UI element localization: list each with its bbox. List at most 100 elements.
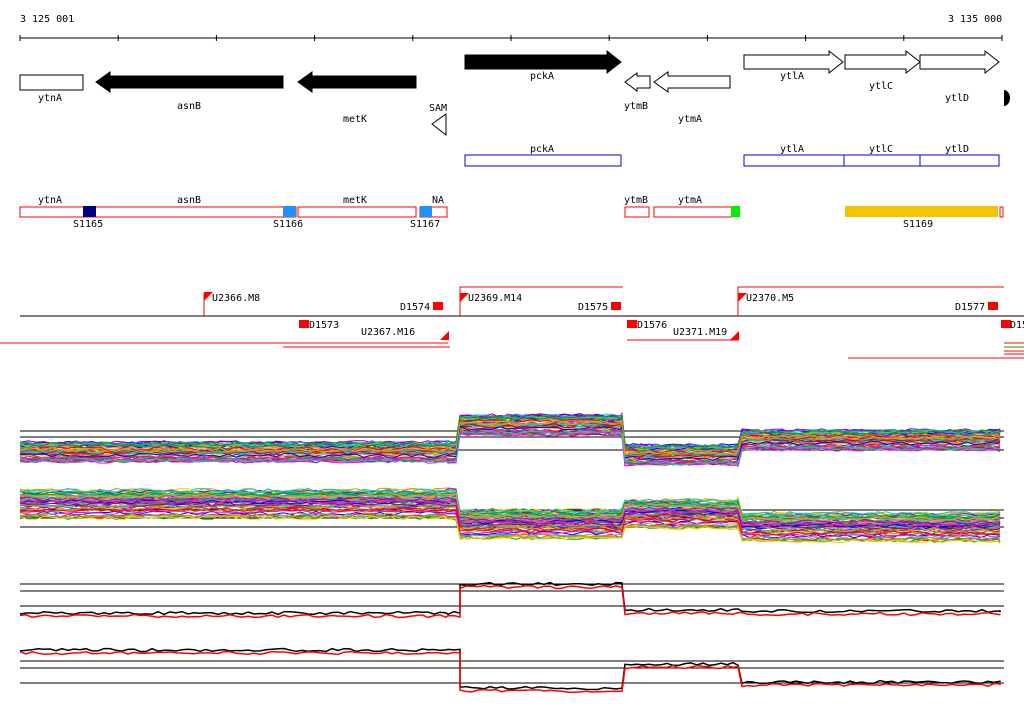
blue-box-pckA[interactable]: [464, 154, 622, 167]
expression-series-line: [19, 509, 1001, 538]
tu-D15-flag[interactable]: [1001, 320, 1011, 328]
expression-series-line: [19, 432, 1001, 467]
tu-label-D1577: D1577: [955, 302, 985, 313]
tu-U2367-flag[interactable]: [440, 331, 449, 340]
blue-box-ytlD-label: ytlD: [945, 144, 969, 155]
marker-S1167[interactable]: [420, 206, 432, 217]
gene-ytlC-label: ytlC: [869, 81, 893, 92]
blue-box-ytlA-label: ytlA: [780, 144, 804, 155]
tu-label-U2367: U2367.M16: [361, 327, 415, 338]
expression-series-line: [19, 493, 1001, 522]
gene-track: ytnA asnB metK SAM pckA ytmB ytmA ytlA y…: [19, 49, 1010, 137]
expression-series-line: [19, 503, 1001, 532]
transcription-track: U2366.M8 D1573 U2367.M16 D1574 U2369.M14…: [0, 286, 1024, 359]
segment-ytmB[interactable]: [624, 206, 650, 218]
segment-end: [999, 206, 1004, 218]
ruler-ticks: [19, 35, 1003, 41]
blue-box-ytlC[interactable]: [843, 154, 921, 167]
gene-pckA-shape[interactable]: [464, 49, 622, 75]
gene-ytnA-shape[interactable]: [19, 74, 84, 91]
expression-series-line: [19, 425, 1001, 462]
marker-S1166[interactable]: [283, 206, 296, 217]
gene-metK-label: metK: [343, 114, 367, 125]
expression-series-line: [19, 496, 1001, 525]
expression-series-line: [19, 584, 1001, 619]
gene-ytlA-shape[interactable]: [743, 49, 844, 75]
expression-series-line: [19, 647, 1001, 691]
expression-series-line: [19, 488, 1001, 516]
segment-label-asnB: asnB: [177, 195, 201, 206]
tu-U2366-flag[interactable]: [204, 292, 213, 301]
gene-ytmB-label: ytmB: [624, 101, 648, 112]
tu-D1575-flag[interactable]: [611, 302, 621, 310]
marker-S1165[interactable]: [83, 206, 96, 217]
expression-series-line: [20, 514, 1001, 543]
expression-panel-3: [19, 581, 1004, 619]
tu-label-U2370: U2370.M5: [746, 293, 794, 304]
ruler-start-label: 3 125 001: [20, 14, 74, 25]
segment-label-ytmA: ytmA: [678, 195, 702, 206]
tu-U2370-line: [737, 286, 1004, 316]
ruler-end-label: 3 135 000: [948, 14, 1002, 25]
tu-label-D1573: D1573: [309, 320, 339, 331]
tu-label-U2369: U2369.M14: [468, 293, 522, 304]
blue-box-ytlA[interactable]: [743, 154, 845, 167]
segment-label-NA: NA: [432, 195, 444, 206]
expression-series-line: [19, 419, 1001, 456]
tu-D1574-flag[interactable]: [433, 302, 443, 310]
segment-ytnA-asnB[interactable]: [19, 206, 297, 218]
expression-series-line: [19, 418, 1001, 454]
expression-series-line: [19, 650, 1001, 694]
segment-ytmA[interactable]: [653, 206, 733, 218]
segment-label-ytnA: ytnA: [38, 195, 62, 206]
tu-U2371-flag[interactable]: [730, 331, 739, 340]
tu-D1576-flag[interactable]: [627, 320, 637, 328]
gene-asnB-shape[interactable]: [95, 71, 284, 93]
expression-series-line: [19, 491, 1001, 520]
expression-series-line: [19, 414, 1001, 449]
gene-pckA-label: pckA: [530, 71, 554, 82]
gene-SAM-label: SAM: [429, 103, 447, 114]
blue-box-ytlD[interactable]: [919, 154, 1000, 167]
tu-D1573-flag[interactable]: [299, 320, 309, 328]
expression-series-line: [19, 507, 1001, 536]
gene-ytmA-shape[interactable]: [653, 71, 731, 93]
expression-series-line: [19, 423, 1001, 458]
expression-series-line: [19, 430, 1001, 466]
blue-box-ytlC-label: ytlC: [869, 144, 893, 155]
segment-label-metK: metK: [343, 195, 367, 206]
expression-series-line: [19, 415, 1001, 449]
tu-U2369-line: [459, 286, 623, 316]
expression-panel-2: [19, 487, 1004, 544]
segment-label-ytmB: ytmB: [624, 195, 648, 206]
gene-ytlD-shape[interactable]: [919, 49, 1000, 75]
blue-box-pckA-label: pckA: [530, 144, 554, 155]
blue-annotation-track: pckA ytlA ytlC ytlD: [464, 144, 1000, 167]
gene-ytlC-shape[interactable]: [844, 49, 921, 75]
expression-series-line: [19, 499, 1001, 528]
gene-ytmA-label: ytmA: [678, 114, 702, 125]
expression-panel-1: [19, 411, 1004, 468]
expression-series-line: [19, 429, 1001, 465]
tu-U2370-flag[interactable]: [738, 293, 747, 302]
tu-label-D1574: D1574: [400, 302, 430, 313]
tu-U2369-flag[interactable]: [460, 293, 469, 302]
segment-metK[interactable]: [297, 206, 417, 218]
tu-label-D1575: D1575: [578, 302, 608, 313]
tu-label-U2366: U2366.M8: [212, 293, 260, 304]
expression-series-line: [19, 514, 1001, 543]
ruler: 3 125 001 3 135 000: [19, 14, 1003, 41]
gene-ytmB-shape[interactable]: [624, 72, 651, 92]
tu-D1577-flag[interactable]: [988, 302, 998, 310]
marker-S1169[interactable]: [845, 206, 998, 217]
gene-ytlD-label: ytlD: [945, 93, 969, 104]
gene-ytnA-label: ytnA: [38, 93, 62, 104]
gene-asnB-label: asnB: [177, 101, 201, 112]
expression-series-line: [19, 581, 1001, 616]
gene-SAM-shape[interactable]: [431, 113, 447, 137]
tu-label-U2371: U2371.M19: [673, 327, 727, 338]
marker-green[interactable]: [731, 206, 740, 217]
expression-series-line: [19, 515, 1001, 544]
gene-metK-shape[interactable]: [297, 71, 417, 93]
marker-label-S1167: S1167: [410, 219, 440, 230]
